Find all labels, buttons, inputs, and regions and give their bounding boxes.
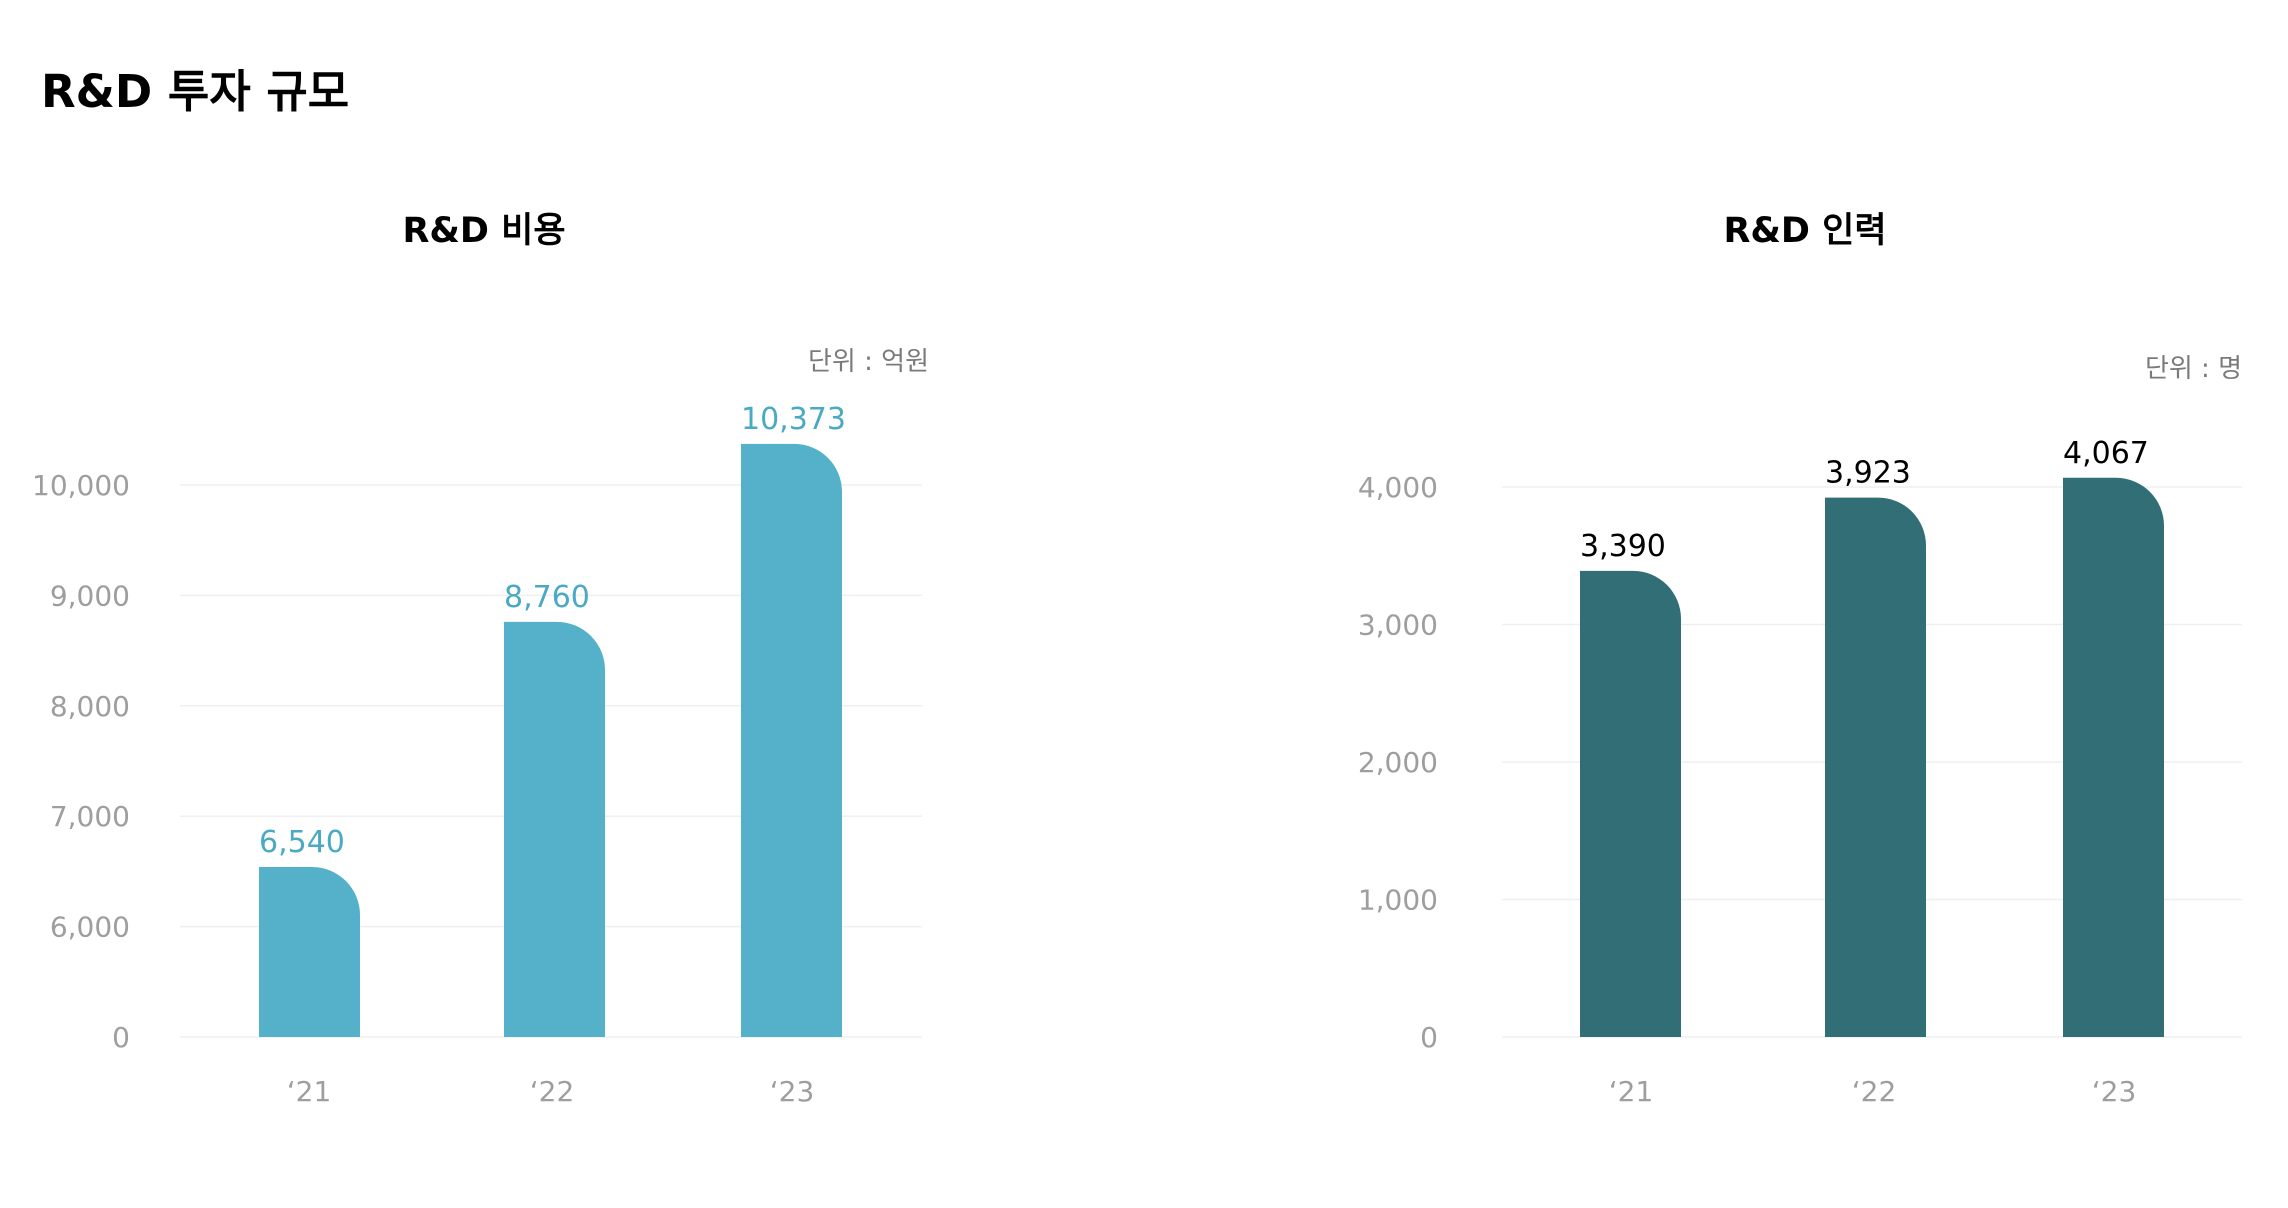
cost-x-tick-label: ‘21 — [287, 1075, 332, 1108]
cost-x-tick-label: ‘22 — [530, 1075, 575, 1108]
cost-chart-title: R&D 비용 — [402, 211, 565, 251]
staff-value-label: 3,923 — [1825, 456, 1911, 491]
cost-unit-label: 단위 : 억원 — [808, 347, 929, 377]
staff-x-tick-label: ‘21 — [1609, 1075, 1654, 1108]
cost-bar — [504, 621, 605, 1037]
staff-x-tick-label: ‘23 — [2092, 1075, 2137, 1108]
staff-value-label: 4,067 — [2063, 436, 2149, 471]
cost-value-label: 10,373 — [741, 402, 846, 437]
page-title: R&D 투자 규모 — [41, 65, 350, 118]
staff-y-tick-label: 4,000 — [1358, 471, 1438, 504]
staff-y-tick-label: 2,000 — [1358, 746, 1438, 779]
staff-chart-title: R&D 인력 — [1723, 211, 1886, 251]
staff-bar — [1825, 497, 1926, 1037]
cost-y-tick-label: 10,000 — [32, 469, 130, 502]
staff-bar — [1580, 570, 1681, 1037]
cost-value-label: 8,760 — [504, 580, 590, 615]
cost-bar — [741, 443, 842, 1037]
cost-y-tick-label: 7,000 — [50, 800, 130, 833]
cost-value-label: 6,540 — [259, 825, 345, 860]
cost-y-tick-label: 8,000 — [50, 690, 130, 723]
cost-x-tick-label: ‘23 — [770, 1075, 815, 1108]
staff-value-label: 3,390 — [1580, 529, 1666, 564]
staff-unit-label: 단위 : 명 — [2145, 354, 2242, 384]
staff-y-tick-label: 0 — [1420, 1021, 1438, 1054]
staff-y-tick-label: 3,000 — [1358, 609, 1438, 642]
cost-y-tick-label: 6,000 — [50, 911, 130, 944]
staff-x-tick-label: ‘22 — [1852, 1075, 1897, 1108]
staff-bar — [2063, 477, 2164, 1038]
cost-y-tick-label: 0 — [112, 1021, 130, 1054]
cost-bar — [259, 866, 360, 1037]
staff-y-tick-label: 1,000 — [1358, 884, 1438, 917]
cost-y-tick-label: 9,000 — [50, 579, 130, 612]
